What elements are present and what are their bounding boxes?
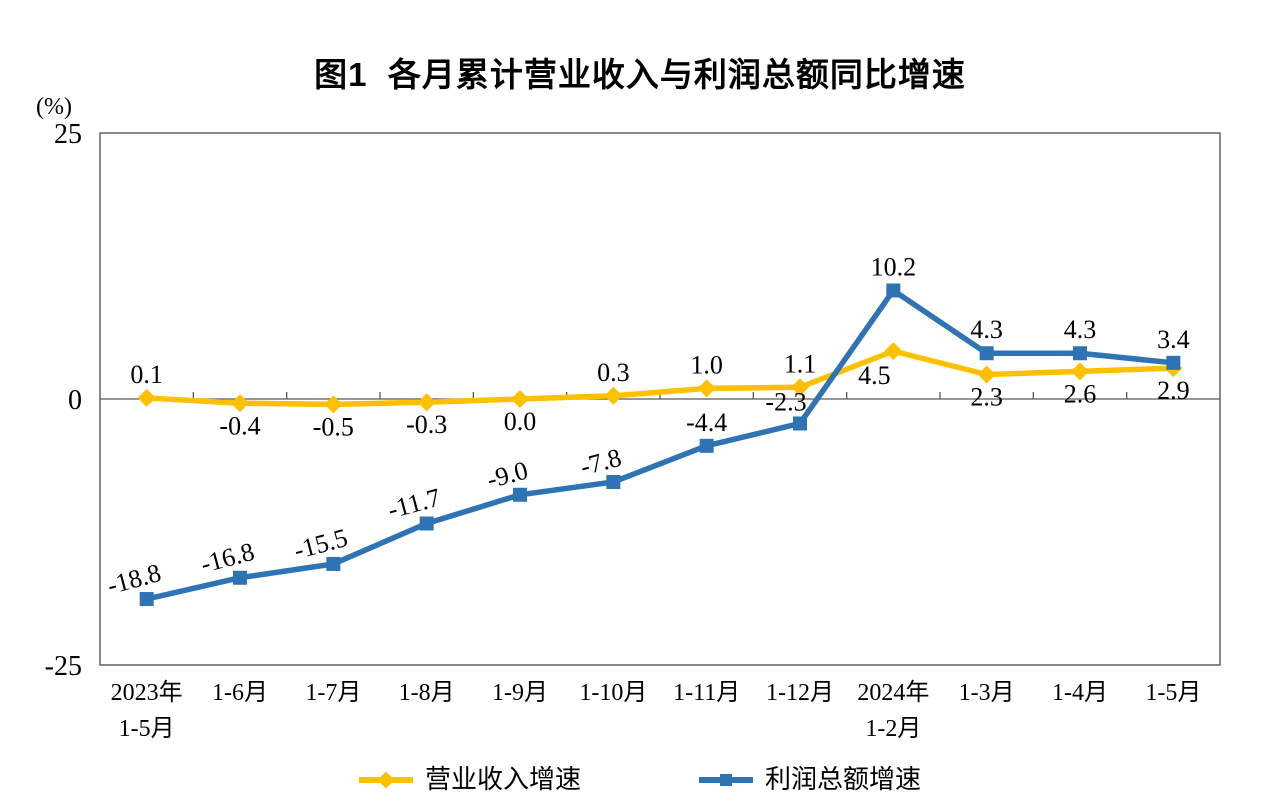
- data-label: 10.2: [871, 252, 917, 281]
- data-label: -0.3: [406, 410, 447, 439]
- square-data-marker: [513, 487, 527, 502]
- x-category-label: 1-5月: [1145, 680, 1201, 706]
- x-category-label: 1-3月: [959, 680, 1015, 706]
- data-label: 1.0: [690, 350, 723, 379]
- diamond-data-marker: [1071, 362, 1089, 381]
- y-axis-unit-label: (%): [36, 94, 72, 120]
- data-label: 2.3: [970, 383, 1003, 412]
- data-label: 0.1: [130, 360, 163, 389]
- x-category-label: 1-4月: [1052, 680, 1108, 706]
- x-category-label: 2023年 1-5月: [111, 679, 183, 742]
- square-data-marker: [1166, 355, 1181, 370]
- data-label: 0.0: [504, 407, 537, 436]
- data-label: 4.3: [1064, 315, 1097, 344]
- data-label: -18.8: [104, 558, 164, 600]
- diamond-data-marker: [324, 395, 343, 414]
- square-data-marker: [419, 516, 434, 531]
- diamond-data-marker: [791, 378, 809, 397]
- x-category-label: 1-10月: [579, 680, 647, 706]
- legend-label-profit: 利润总额增速: [765, 765, 922, 794]
- data-label: 2.6: [1064, 379, 1097, 408]
- square-data-marker: [233, 570, 247, 585]
- data-label: -2.3: [765, 387, 806, 416]
- diamond-data-marker: [884, 342, 903, 361]
- x-category-label: 2024年 1-2月: [857, 679, 929, 742]
- y-tick-label: -25: [45, 651, 82, 682]
- chart-legend: 营业收入增速 利润总额增速: [0, 767, 1280, 793]
- data-label: 0.3: [597, 358, 630, 387]
- data-label: 3.4: [1157, 325, 1190, 354]
- diamond-data-marker: [511, 390, 529, 408]
- revenue-series-line: [146, 348, 1174, 408]
- x-category-label: 1-8月: [399, 680, 455, 706]
- square-data-marker: [326, 556, 341, 571]
- data-label: -0.4: [219, 411, 260, 440]
- legend-entry-revenue: 营业收入增速: [358, 765, 581, 794]
- square-marker-icon: [720, 774, 732, 786]
- legend-label-revenue: 营业收入增速: [424, 765, 581, 794]
- square-data-marker: [606, 474, 621, 489]
- data-label: 1.1: [784, 349, 817, 378]
- square-data-marker: [793, 416, 807, 431]
- data-label: 4.3: [970, 315, 1003, 344]
- data-label: -16.8: [197, 537, 257, 579]
- x-category-label: 1-6月: [212, 680, 268, 706]
- data-label: -4.4: [686, 408, 727, 437]
- square-data-marker: [699, 438, 714, 453]
- chart-title: 图1 各月累计营业收入与利润总额同比增速: [314, 56, 966, 93]
- diamond-data-marker: [977, 365, 996, 384]
- y-tick-label: 0: [68, 385, 82, 416]
- profit-series-swatch: [699, 769, 753, 791]
- square-data-marker: [886, 283, 901, 298]
- square-data-marker: [979, 346, 994, 361]
- diamond-marker-icon: [377, 771, 395, 789]
- x-category-label: 1-7月: [305, 680, 361, 706]
- diamond-data-marker: [417, 393, 436, 412]
- profit-series-line: [146, 286, 1174, 602]
- square-data-marker: [1073, 346, 1087, 361]
- diamond-data-marker: [604, 386, 623, 405]
- y-tick-label: 25: [54, 119, 82, 150]
- diamond-data-marker: [697, 379, 716, 398]
- data-label: 2.9: [1157, 376, 1190, 405]
- x-category-label: 1-12月: [766, 680, 834, 706]
- square-data-marker: [139, 592, 154, 607]
- legend-entry-profit: 利润总额增速: [699, 767, 921, 793]
- data-label: -0.5: [313, 412, 354, 441]
- revenue-series-swatch: [358, 769, 413, 791]
- diamond-data-marker: [231, 394, 249, 413]
- data-label: 4.5: [858, 361, 891, 390]
- diamond-data-marker: [137, 388, 156, 407]
- x-category-label: 1-9月: [492, 680, 548, 706]
- x-category-label: 1-11月: [673, 680, 740, 706]
